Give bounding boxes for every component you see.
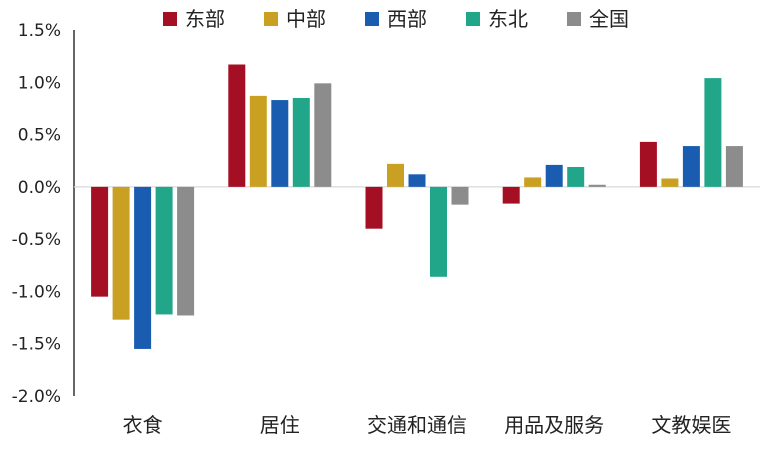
y-tick-label: -1.0% <box>12 282 61 302</box>
y-axis: 1.5% 1.0% 0.5% 0.0% -0.5% -1.0% -1.5% -2.0% <box>12 21 760 407</box>
bar-3-4 <box>704 78 722 187</box>
bar-2-2 <box>408 174 426 187</box>
legend-label: 西部 <box>387 7 427 31</box>
legend-swatch <box>365 12 379 26</box>
category-label: 文教娱医 <box>651 413 731 437</box>
bar-4-0 <box>177 186 195 316</box>
legend-swatch <box>466 12 480 26</box>
legend-swatch <box>163 12 177 26</box>
bar-4-2 <box>451 186 469 205</box>
bar-0-3 <box>502 186 520 204</box>
bar-1-0 <box>112 186 130 320</box>
bar-0-0 <box>91 186 109 297</box>
bar-0-2 <box>365 186 383 229</box>
legend-swatch <box>567 12 581 26</box>
bar-2-1 <box>271 100 289 187</box>
bar-1-4 <box>661 178 679 187</box>
bar-0-4 <box>639 141 657 187</box>
bar-2-4 <box>682 146 700 187</box>
bar-3-1 <box>292 97 310 187</box>
bar-4-1 <box>314 83 332 187</box>
bar-1-3 <box>524 177 542 187</box>
category-label: 居住 <box>260 413 300 437</box>
bar-3-0 <box>155 186 173 315</box>
y-tick-label: -1.5% <box>12 335 61 355</box>
legend-label: 全国 <box>589 7 629 31</box>
category-label: 衣食 <box>123 413 163 437</box>
legend-label: 东部 <box>185 7 225 31</box>
legend-label: 中部 <box>286 7 326 31</box>
category-label: 交通和通信 <box>367 413 467 437</box>
x-axis: 衣食 居住 交通和通信 用品及服务 文教娱医 <box>123 413 732 437</box>
y-tick-label: 1.0% <box>18 73 61 93</box>
bar-2-3 <box>545 164 563 187</box>
bar-4-4 <box>725 146 743 187</box>
legend-swatch <box>264 12 278 26</box>
bar-1-1 <box>249 95 267 187</box>
category-label: 用品及服务 <box>504 413 604 437</box>
bar-0-1 <box>228 64 246 187</box>
y-tick-label: 1.5% <box>18 21 61 41</box>
legend-label: 东北 <box>488 7 528 31</box>
bar-2-0 <box>134 186 152 349</box>
y-tick-label: 0.0% <box>18 178 61 198</box>
legend: 东部 中部 西部 东北 全国 <box>163 7 629 31</box>
bar-4-3 <box>588 184 606 187</box>
y-tick-label: 0.5% <box>18 126 61 146</box>
bar-1-2 <box>387 163 404 187</box>
y-tick-label: -2.0% <box>12 387 61 407</box>
bars <box>91 64 743 349</box>
bar-3-3 <box>567 166 585 187</box>
bar-3-2 <box>430 186 447 277</box>
y-tick-label: -0.5% <box>12 230 61 250</box>
